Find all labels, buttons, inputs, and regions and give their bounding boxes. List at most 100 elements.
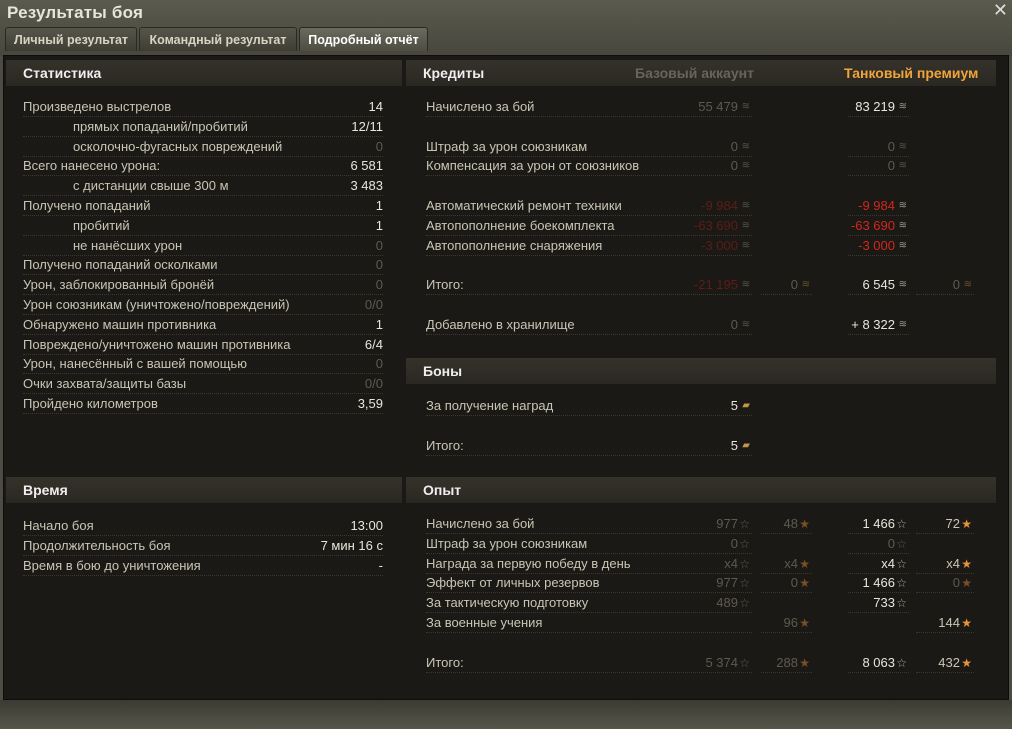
row-value: 6 581	[350, 158, 383, 174]
value-cell-c: 6 545 ≋	[848, 276, 909, 296]
gold-icon: ≋	[963, 279, 972, 291]
row-label: Обнаружено машин противника	[23, 316, 217, 332]
row-value: 13:00	[350, 518, 383, 533]
row-label: Автопополнение снаряжения	[426, 237, 603, 253]
value-cell-b: 0 ★	[761, 574, 812, 594]
row-value: 12/11	[351, 118, 383, 134]
row-value: 0/0	[364, 376, 383, 392]
free-experience-star-icon: ★	[799, 576, 810, 591]
row-value: 6/4	[364, 336, 383, 352]
table-row: Штраф за урон союзникам 0 ≋ 0 ≋	[406, 138, 996, 158]
row-value: -9 984	[701, 198, 738, 213]
close-icon[interactable]: ✕	[992, 0, 1008, 20]
row-value: 72	[945, 516, 960, 531]
experience-star-icon: ☆	[896, 596, 907, 611]
row-line: Урон, нанесённый с вашей помощью 0	[23, 355, 383, 375]
section-title: Опыт	[423, 482, 462, 498]
credit-icon: ≋	[741, 200, 750, 211]
value-cell-c: x4 ☆	[848, 555, 909, 574]
table-row: Эффект от личных резервов 977 ☆ 0 ★ 1 466 ☆ 0 ★	[406, 574, 996, 594]
row-value: 0	[952, 277, 960, 293]
row-value: x4	[784, 555, 798, 571]
value-cell-b: 0 ≋	[761, 276, 812, 296]
row-value: 0	[952, 575, 960, 591]
section-title: Статистика	[23, 65, 102, 81]
row-label: Итого:	[426, 654, 464, 670]
row-line: Получено попаданий 1	[23, 197, 383, 216]
row-line: Добавлено в хранилище 0 ≋	[426, 316, 752, 335]
tab-personal-result[interactable]: Личный результат	[5, 27, 137, 51]
value-cell-b: 96 ★	[761, 614, 812, 633]
row-value: 0	[375, 237, 383, 253]
row-value: x4	[881, 555, 895, 571]
value-cell-d: 0 ≋	[916, 276, 974, 296]
row-value: 432	[938, 654, 960, 670]
free-experience-star-icon: ★	[799, 616, 810, 630]
list-item: Повреждено/уничтожено машин противника 6/…	[6, 336, 402, 356]
row-value: x4	[724, 555, 738, 571]
experience-star-icon: ☆	[739, 536, 750, 551]
list-item: осколочно-фугасных повреждений 0	[6, 138, 402, 158]
credits-header: Кредиты Базовый аккаунт Танковый премиум	[406, 60, 996, 86]
row-label: Начислено за бой	[426, 99, 535, 114]
list-item: Произведено выстрелов 14	[6, 98, 402, 118]
detailed-report-panel: Статистика Произведено выстрелов 14 прямых…	[3, 55, 1009, 700]
row-value: 0	[887, 535, 895, 551]
left-column: Статистика Произведено выстрелов 14 прямых…	[6, 60, 402, 696]
gold-icon: ≋	[801, 279, 810, 291]
table-row: За тактическую подготовку 489 ☆ 733 ☆	[406, 594, 996, 614]
experience-star-icon: ☆	[739, 517, 750, 531]
tab-label: Подробный отчёт	[308, 33, 419, 47]
row-line: пробитий 1	[23, 217, 383, 236]
row-line: прямых попаданий/пробитий 12/11	[23, 118, 383, 137]
table-row: Автоматический ремонт техники -9 984 ≋ -9 9…	[406, 197, 996, 217]
table-row: Автопополнение боекомплекта -63 690 ≋ -63 6…	[406, 217, 996, 237]
credit-icon: ≋	[741, 239, 750, 251]
row-value: 0	[375, 138, 383, 154]
credit-icon: ≋	[898, 140, 907, 152]
row-label: Произведено выстрелов	[23, 99, 172, 114]
row-label: не нанёсших урон	[73, 237, 183, 253]
row-line: За получение наград 5 ▰	[426, 397, 752, 416]
row-label: Эффект от личных резервов	[426, 575, 600, 591]
row-line: осколочно-фугасных повреждений 0	[23, 138, 383, 157]
row-line: Автопополнение боекомплекта -63 690 ≋	[426, 217, 752, 236]
list-item: прямых попаданий/пробитий 12/11	[6, 118, 402, 138]
bond-icon: ▰	[742, 439, 750, 451]
section-title: Кредиты	[423, 65, 485, 81]
tab-team-result[interactable]: Командный результат	[139, 27, 297, 51]
row-value: 0	[375, 356, 383, 372]
experience-header: Опыт	[406, 477, 996, 503]
value-cell-b: x4 ★	[761, 555, 812, 574]
row-value: -21 195	[693, 277, 738, 293]
table-row: Компенсация за урон от союзников 0 ≋ 0 ≋	[406, 157, 996, 177]
row-label: Награда за первую победу в день	[426, 555, 631, 571]
list-item: пробитий 1	[6, 217, 402, 237]
row-label: Повреждено/уничтожено машин противника	[23, 336, 291, 352]
row-label: Компенсация за урон от союзников	[426, 158, 640, 174]
free-experience-star-icon: ★	[961, 655, 972, 670]
row-line: Продолжительность боя 7 мин 16 с	[23, 537, 383, 556]
row-label: Автопополнение боекомплекта	[426, 217, 615, 233]
row-line: Начислено за бой 55 479 ≋	[426, 98, 752, 117]
row-label: Продолжительность боя	[23, 537, 171, 553]
list-item: не нанёсших урон 0	[6, 237, 402, 257]
credit-icon: ≋	[741, 318, 750, 330]
row-line: Итого: 5 374 ☆	[426, 654, 752, 673]
list-item: Урон, нанесённый с вашей помощью 0	[6, 355, 402, 375]
credit-icon: ≋	[898, 318, 907, 330]
row-value: 0	[375, 257, 383, 273]
row-label: Всего нанесено урона:	[23, 158, 161, 174]
value-cell-b: 288 ★	[761, 654, 812, 673]
row-label: Урон, заблокированный бронёй	[23, 277, 215, 293]
row-label: Пройдено километров	[23, 396, 158, 411]
row-value: 1	[375, 198, 383, 213]
row-label: Урон союзникам (уничтожено/повреждений)	[23, 297, 290, 312]
table-row: Начислено за бой 55 479 ≋ 83 219 ≋	[406, 98, 996, 118]
row-value: -3 000	[858, 237, 895, 253]
time-header: Время	[6, 477, 402, 503]
row-line: Штраф за урон союзникам 0 ☆	[426, 535, 752, 554]
row-label: Очки захвата/защиты базы	[23, 376, 187, 392]
tab-detailed-report[interactable]: Подробный отчёт	[299, 27, 428, 51]
row-line: Очки захвата/защиты базы 0/0	[23, 375, 383, 395]
